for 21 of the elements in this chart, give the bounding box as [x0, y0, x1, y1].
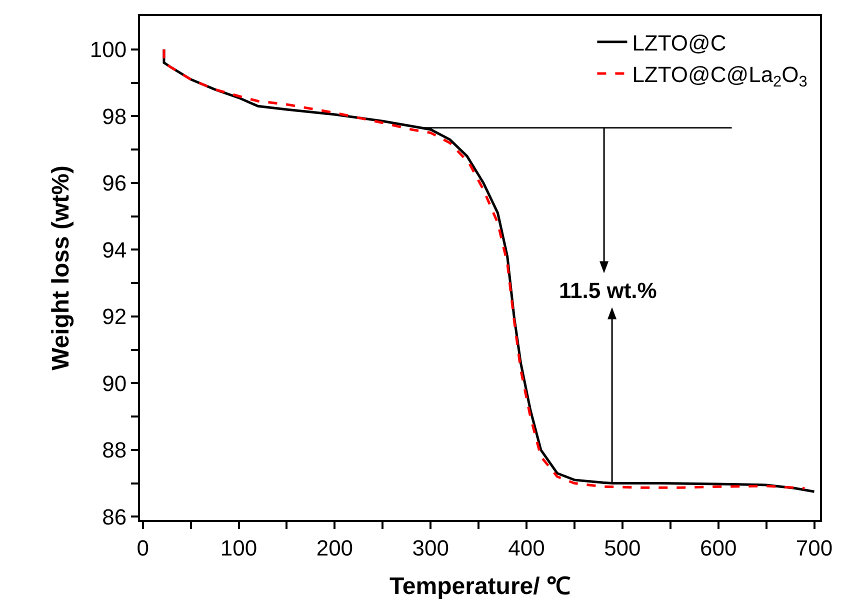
x-tick-label: 600	[700, 535, 737, 560]
y-tick-label: 92	[102, 304, 127, 330]
legend-label: LZTO@C@La$_{2}$O$_{3}$	[632, 62, 808, 91]
y-tick-label: 98	[102, 104, 127, 129]
legend-label: LZTO@C	[632, 30, 726, 56]
y-tick-label: 86	[102, 504, 127, 530]
y-tick-label: 90	[102, 370, 127, 396]
x-tick-label: 0	[136, 535, 150, 560]
y-tick-label: 88	[102, 438, 127, 463]
annotation: 11.5 wt.%	[559, 278, 657, 303]
y-tick-label: 100	[90, 37, 127, 62]
x-tick-label: 500	[604, 535, 641, 560]
x-tick-label: 100	[220, 535, 258, 560]
y-axis-title: Weight loss (wt%)	[47, 166, 74, 370]
x-tick-label: 200	[316, 535, 354, 560]
x-axis-title: Temperature/ ℃	[390, 573, 570, 600]
y-tick-label: 96	[102, 170, 127, 196]
y-tick-label: 94	[102, 237, 127, 262]
x-tick-label: 700	[796, 535, 833, 560]
x-tick-label: 300	[412, 535, 449, 560]
x-tick-label: 400	[508, 535, 545, 560]
